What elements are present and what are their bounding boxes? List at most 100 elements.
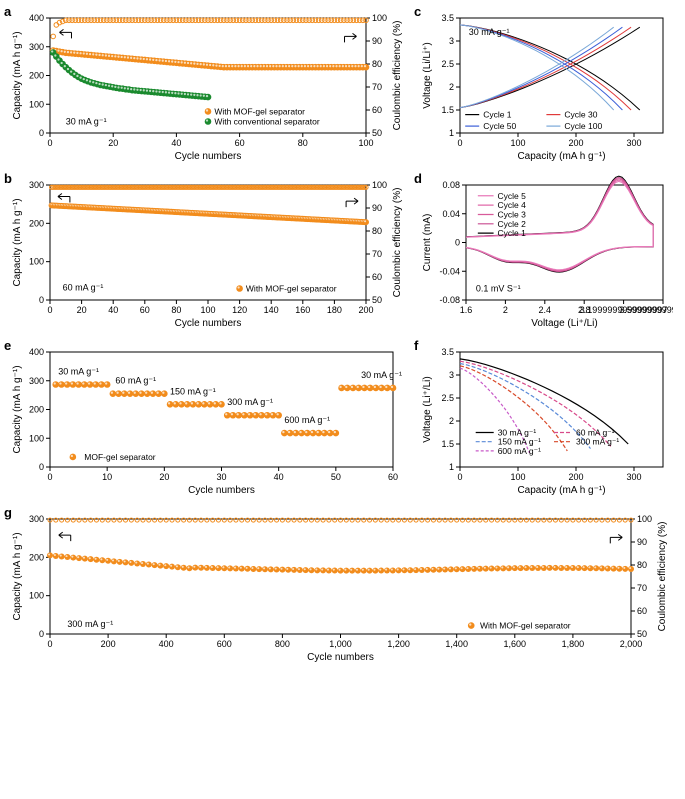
svg-text:100: 100: [372, 13, 387, 23]
svg-text:200: 200: [29, 552, 44, 562]
svg-text:100: 100: [29, 99, 44, 109]
svg-text:60 mA g⁻¹: 60 mA g⁻¹: [63, 282, 104, 292]
svg-text:Voltage (Li⁺/Li): Voltage (Li⁺/Li): [422, 376, 433, 442]
svg-text:Cycle 30: Cycle 30: [564, 110, 597, 120]
svg-text:80: 80: [372, 59, 382, 69]
svg-text:600 mA g⁻¹: 600 mA g⁻¹: [284, 415, 330, 425]
svg-text:-0.04: -0.04: [439, 266, 460, 276]
svg-text:100: 100: [200, 305, 215, 315]
svg-text:40: 40: [171, 138, 181, 148]
svg-text:0: 0: [39, 128, 44, 138]
panel-f-label: f: [414, 338, 418, 353]
svg-text:1,000: 1,000: [329, 639, 352, 649]
svg-text:1,200: 1,200: [387, 639, 410, 649]
svg-text:1: 1: [449, 462, 454, 472]
svg-text:1.6: 1.6: [460, 305, 473, 315]
svg-text:60: 60: [372, 272, 382, 282]
svg-text:60: 60: [140, 305, 150, 315]
svg-text:80: 80: [637, 560, 647, 570]
svg-text:60: 60: [235, 138, 245, 148]
svg-text:2: 2: [503, 305, 508, 315]
svg-text:800: 800: [275, 639, 290, 649]
svg-text:300 mA g⁻¹: 300 mA g⁻¹: [67, 619, 113, 629]
svg-text:Cycle 1: Cycle 1: [498, 228, 527, 238]
svg-text:400: 400: [159, 639, 174, 649]
svg-text:0: 0: [39, 295, 44, 305]
panel-f: f 010020030011.522.533.5Capacity (mA h g…: [418, 342, 673, 497]
svg-text:With MOF-gel separator: With MOF-gel separator: [246, 284, 337, 294]
svg-text:0: 0: [39, 629, 44, 639]
svg-text:Coulombic efficiency (%): Coulombic efficiency (%): [392, 21, 403, 131]
svg-text:Voltage (Li⁺/Li): Voltage (Li⁺/Li): [531, 318, 597, 329]
svg-text:1: 1: [449, 128, 454, 138]
svg-text:200: 200: [568, 138, 583, 148]
svg-text:Voltage (Li/Li⁺): Voltage (Li/Li⁺): [422, 42, 433, 108]
svg-text:200: 200: [358, 305, 373, 315]
svg-text:Capacity (mA h g⁻¹): Capacity (mA h g⁻¹): [517, 485, 605, 496]
svg-text:0.04: 0.04: [442, 209, 460, 219]
svg-text:Current (mA): Current (mA): [422, 214, 433, 272]
svg-text:20: 20: [159, 472, 169, 482]
svg-text:200: 200: [29, 405, 44, 415]
svg-text:Cycle numbers: Cycle numbers: [175, 151, 242, 162]
svg-text:80: 80: [372, 226, 382, 236]
svg-text:50: 50: [331, 472, 341, 482]
svg-text:Coulombic efficiency (%): Coulombic efficiency (%): [657, 522, 668, 632]
svg-text:40: 40: [108, 305, 118, 315]
svg-text:-0.08: -0.08: [439, 295, 460, 305]
svg-text:70: 70: [372, 82, 382, 92]
svg-text:160: 160: [295, 305, 310, 315]
svg-text:With MOF-gel separator: With MOF-gel separator: [480, 621, 571, 631]
svg-text:3: 3: [449, 36, 454, 46]
svg-text:300: 300: [29, 180, 44, 190]
svg-text:With MOF-gel separator: With MOF-gel separator: [214, 106, 305, 116]
panel-a-label: a: [4, 4, 11, 19]
svg-text:300: 300: [626, 472, 641, 482]
svg-text:Cycle 100: Cycle 100: [564, 121, 602, 131]
svg-text:50: 50: [637, 629, 647, 639]
svg-text:300: 300: [29, 514, 44, 524]
svg-text:300 mA g⁻¹: 300 mA g⁻¹: [227, 397, 273, 407]
panel-d-label: d: [414, 171, 422, 186]
chart-b: 0204060801001201401601802000100200300506…: [8, 175, 408, 330]
svg-text:30: 30: [216, 472, 226, 482]
svg-text:60: 60: [372, 105, 382, 115]
chart-d: 1.622.42.83.19999999999999973.5999999999…: [418, 175, 673, 330]
svg-text:3.5: 3.5: [441, 13, 454, 23]
svg-text:30 mA g⁻¹: 30 mA g⁻¹: [469, 27, 510, 37]
svg-text:70: 70: [372, 249, 382, 259]
svg-text:80: 80: [298, 138, 308, 148]
svg-text:0: 0: [47, 138, 52, 148]
svg-text:90: 90: [372, 203, 382, 213]
svg-text:0.1 mV S⁻¹: 0.1 mV S⁻¹: [476, 283, 521, 293]
panel-d: d 1.622.42.83.19999999999999973.59999999…: [418, 175, 673, 330]
svg-text:Capacity (mA h g⁻¹): Capacity (mA h g⁻¹): [12, 198, 23, 286]
svg-text:20: 20: [108, 138, 118, 148]
svg-text:2.4: 2.4: [539, 305, 552, 315]
svg-text:Cycle numbers: Cycle numbers: [307, 652, 374, 663]
svg-text:50: 50: [372, 128, 382, 138]
svg-text:Capacity (mA h g⁻¹): Capacity (mA h g⁻¹): [12, 31, 23, 119]
svg-text:1,600: 1,600: [504, 639, 527, 649]
svg-text:140: 140: [264, 305, 279, 315]
svg-text:90: 90: [372, 36, 382, 46]
svg-text:30 mA g⁻¹: 30 mA g⁻¹: [58, 366, 99, 376]
panel-c-label: c: [414, 4, 421, 19]
svg-text:2,000: 2,000: [620, 639, 643, 649]
svg-text:20: 20: [77, 305, 87, 315]
svg-text:With conventional separator: With conventional separator: [214, 117, 320, 127]
svg-text:Cycle 50: Cycle 50: [483, 121, 516, 131]
svg-text:1.5: 1.5: [441, 439, 454, 449]
svg-text:100: 100: [358, 138, 373, 148]
svg-text:400: 400: [29, 347, 44, 357]
panel-g-label: g: [4, 505, 12, 520]
svg-text:0: 0: [47, 305, 52, 315]
panel-g: g 02004006008001,0001,2001,4001,6001,800…: [8, 509, 673, 664]
svg-text:Cycle numbers: Cycle numbers: [188, 485, 255, 496]
svg-text:80: 80: [171, 305, 181, 315]
chart-f: 010020030011.522.533.5Capacity (mA h g⁻¹…: [418, 342, 673, 497]
svg-text:0: 0: [457, 138, 462, 148]
svg-text:2: 2: [449, 416, 454, 426]
row-2: b 02040608010012014016018020001002003005…: [8, 175, 677, 330]
svg-text:600 mA g⁻¹: 600 mA g⁻¹: [498, 446, 541, 456]
